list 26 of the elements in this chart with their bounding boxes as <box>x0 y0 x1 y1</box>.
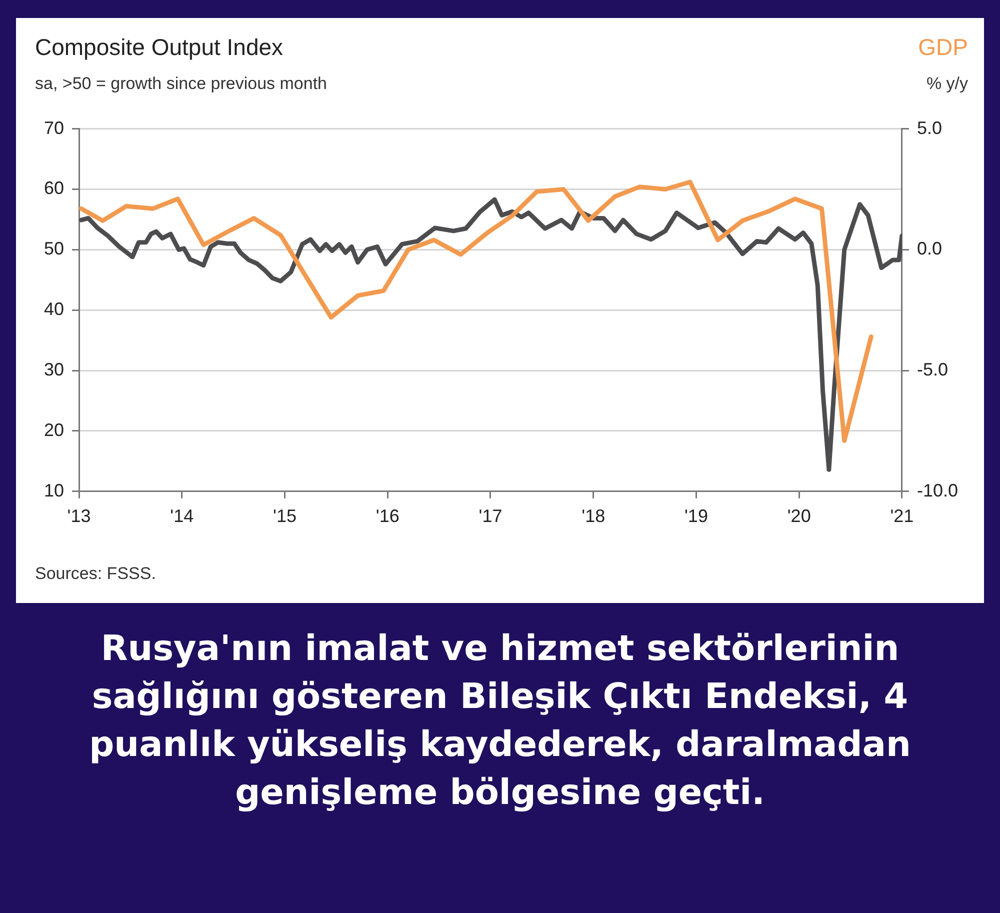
y-tick-label: 10 <box>44 480 64 500</box>
x-tick-label: '15 <box>273 506 296 526</box>
y2-tick-label: 0.0 <box>916 238 942 259</box>
y2-tick-label: -10.0 <box>916 480 958 500</box>
y-tick-label: 30 <box>44 360 64 380</box>
y2-axis-title: % y/y <box>926 74 968 94</box>
y2-tick-label: 5.0 <box>916 118 942 138</box>
y-tick-label: 50 <box>44 238 64 259</box>
chart-title: Composite Output Index <box>35 34 284 61</box>
x-tick-label: '17 <box>478 506 502 526</box>
y-tick-label: 40 <box>44 299 64 320</box>
x-tick-label: '21 <box>890 506 914 526</box>
text: Rusya'nın imalat ve hizmet sektörlerinin sağlığını gösteren Bileşik Çıktı Endeksi, 4 puanlık yükseliş kaydederek, daralmadan genişleme bölgesine geçti. <box>88 628 912 815</box>
x-tick-label: '18 <box>582 506 606 526</box>
y2-tick-label: -5.0 <box>916 360 948 380</box>
source-note: Sources: FSSS. <box>35 564 156 584</box>
y-tick-label: 20 <box>44 420 64 440</box>
y-tick-label: 60 <box>44 178 64 198</box>
chart-subtitle: sa, >50 = growth since previous month <box>35 74 327 94</box>
text: GDP <box>918 34 968 61</box>
x-tick-label: '16 <box>376 506 400 526</box>
y-tick-label: 70 <box>44 118 64 138</box>
x-tick-label: '20 <box>787 506 811 526</box>
x-tick-label: '13 <box>67 506 91 526</box>
x-tick-label: '14 <box>170 506 194 526</box>
x-tick-label: '19 <box>684 506 708 526</box>
